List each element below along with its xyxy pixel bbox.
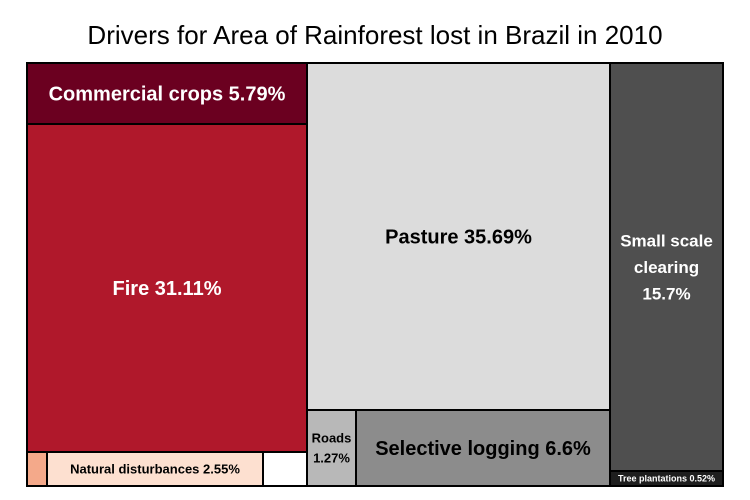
treemap-cell-unlabeled-2	[26, 451, 48, 487]
treemap-cell-natural-disturbances	[46, 451, 264, 487]
treemap-cell-small-scale-clearing	[609, 62, 724, 472]
chart-title: Drivers for Area of Rainforest lost in B…	[87, 20, 663, 50]
treemap-label-roads: Roads 1.27%	[312, 430, 352, 465]
treemap-cell-unlabeled-4	[262, 451, 308, 487]
treemap-cell-roads	[306, 409, 357, 487]
treemap-label-fire: Fire 31.11%	[113, 278, 222, 300]
treemap-label-selective-logging: Selective logging 6.6%	[375, 438, 591, 460]
treemap-label-commercial-crops: Commercial crops 5.79%	[49, 84, 286, 106]
treemap-label-natural-disturbances: Natural disturbances 2.55%	[70, 462, 240, 477]
treemap-cell-commercial-crops	[26, 62, 308, 125]
treemap-cell-pasture	[306, 62, 611, 411]
treemap-cell-fire	[26, 123, 308, 453]
treemap-label-pasture: Pasture 35.69%	[385, 227, 532, 249]
treemap-cell-selective-logging	[355, 409, 611, 487]
treemap-label-small-scale-clearing: Small scale clearing 15.7%	[620, 232, 713, 304]
treemap-label-tree-plantations: Tree plantations 0.52%	[618, 474, 715, 484]
treemap-cell-tree-plantations	[609, 470, 724, 487]
